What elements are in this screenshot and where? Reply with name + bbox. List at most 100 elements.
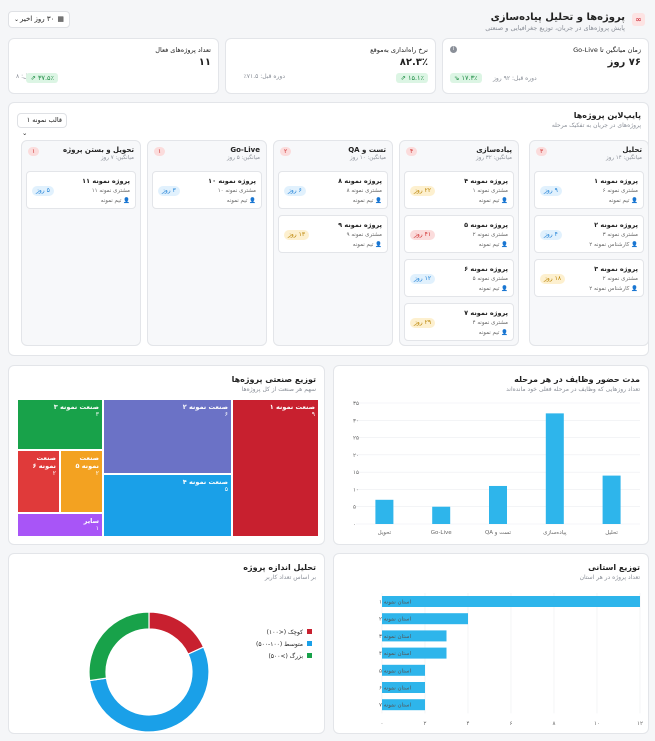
days-badge: ۳ روز [158, 186, 180, 196]
kpi-card-active-projects: تعداد پروژه‌های فعال ۱۱ دوره قبل: ۸ ۳۷.۵… [8, 38, 219, 94]
project-card[interactable]: پروژه نمونه ۶ مشتری نمونه ۵ 👤 تیم نمونه … [404, 259, 514, 297]
y-tick-label: ۱۰ [353, 487, 359, 493]
y-tick-label: ۱۵ [353, 470, 359, 476]
kpi-card-golive-time: i زمان میانگین تا Go-Live ۷۶ روز دوره قب… [442, 38, 649, 94]
legend-swatch [307, 629, 312, 634]
tile-name: صنعت نمونه ۳ [53, 403, 99, 411]
info-icon: i [450, 46, 457, 53]
project-team: 👤 تیم نمونه [478, 330, 508, 336]
x-tick-label: Go-Live [431, 530, 453, 536]
pipeline-column: تست و QA میانگین: ۱۰ روز ۲ پروژه نمونه ۸ … [273, 140, 393, 346]
y-tick-label: استان نمونه ۷ [379, 703, 411, 709]
legend-item: کوچک (<۱۰۰) [256, 629, 312, 636]
project-team: 👤 تیم نمونه [478, 242, 508, 248]
y-tick-label: ۳۰ [353, 418, 359, 424]
project-card[interactable]: پروژه نمونه ۱۱ مشتری نمونه ۱۱ 👤 تیم نمون… [26, 171, 136, 209]
project-client: مشتری نمونه ۹ [346, 232, 382, 238]
pipeline-subtitle: پروژه‌های در جریان به تفکیک مرحله [551, 122, 641, 129]
project-client: مشتری نمونه ۱۱ [91, 188, 130, 194]
kpi-title: زمان میانگین تا Go-Live [573, 46, 641, 54]
project-team: 👤 تیم نمونه [100, 198, 130, 204]
donut-legend: کوچک (<۱۰۰) متوسط (۱۰۰-۵۰۰) بزرگ (>۵۰۰) [256, 629, 312, 665]
project-client: مشتری نمونه ۸ [346, 188, 382, 194]
tile-name: صنعت نمونه ۶ [32, 454, 57, 470]
column-avg: میانگین: ۷ روز [101, 155, 134, 161]
project-card[interactable]: پروژه نمونه ۵ مشتری نمونه ۲ 👤 تیم نمونه … [404, 215, 514, 253]
kpi-change-badge: ۱۷.۳٪ ⇘ [450, 73, 482, 83]
project-team: 👤 کارشناس نمونه ۲ [589, 242, 638, 248]
tile-value: ۲ [95, 470, 99, 477]
kpi-card-ontime-rate: نرخ راه‌اندازی به‌موقع ۸۲.۳٪ دوره قبل: ۷… [225, 38, 436, 94]
tile-value: ۵ [224, 486, 228, 493]
project-card[interactable]: پروژه نمونه ۱۰ مشتری نمونه ۱۰ 👤 تیم نمون… [152, 171, 262, 209]
days-badge: ۱۳ روز [284, 230, 310, 240]
days-badge: ۹ روز [540, 186, 562, 196]
chart-title: مدت حضور وظایف در هر مرحله [514, 375, 640, 384]
column-count-badge: ۱ [154, 147, 166, 156]
bar [602, 475, 621, 524]
column-count-badge: ۴ [406, 147, 418, 156]
tile-name: صنعت نمونه ۲ [182, 403, 228, 411]
project-card[interactable]: پروژه نمونه ۹ مشتری نمونه ۹ 👤 تیم نمونه … [278, 215, 388, 253]
bar [489, 485, 507, 524]
project-card[interactable]: پروژه نمونه ۱ مشتری نمونه ۶ 👤 تیم نمونه … [534, 171, 644, 209]
tile-value: ۱ [95, 525, 99, 532]
column-avg: میانگین: ۱۴ روز [606, 155, 642, 161]
y-tick-label: استان نمونه ۱ [379, 600, 411, 606]
chart-title: تحلیل اندازه پروژه [243, 563, 316, 572]
project-client: مشتری نمونه ۳ [602, 232, 638, 238]
column-title: تست و QA [348, 146, 386, 154]
project-name: پروژه نمونه ۷ [464, 309, 508, 317]
column-title: تحلیل [622, 146, 642, 154]
y-tick-label: ۲۵ [353, 436, 359, 442]
project-card[interactable]: پروژه نمونه ۸ مشتری نمونه ۸ 👤 تیم نمونه … [278, 171, 388, 209]
column-avg: میانگین: ۵ روز [227, 155, 260, 161]
bar [382, 596, 640, 607]
template-select[interactable]: قالب نمونه ۱ ⌄ [17, 113, 67, 137]
y-tick-label: ۵ [353, 505, 356, 511]
chevron-down-icon: ⌄ [22, 129, 28, 137]
project-card[interactable]: پروژه نمونه ۳ مشتری نمونه ۲ 👤 کارشناس نم… [534, 259, 644, 297]
chart-subtitle: تعداد روزهایی که وظایف در مرحله فعلی خود… [506, 386, 640, 393]
project-client: مشتری نمونه ۴ [472, 320, 508, 326]
date-filter-dropdown[interactable]: ▦ ۳۰ روز اخیر ⌄ [8, 11, 70, 28]
project-team: 👤 تیم نمونه [478, 198, 508, 204]
project-size-chart: تحلیل اندازه پروژه بر اساس تعداد کاربر ک… [8, 553, 325, 734]
bar [545, 413, 564, 524]
x-tick-label: ۱۲ [637, 721, 643, 727]
column-count-badge: ۲ [280, 147, 292, 156]
project-name: پروژه نمونه ۱۱ [82, 177, 130, 185]
x-tick-label: ۶ [510, 721, 513, 727]
y-tick-label: استان نمونه ۴ [379, 651, 411, 657]
bar [382, 682, 425, 693]
project-card[interactable]: پروژه نمونه ۷ مشتری نمونه ۴ 👤 تیم نمونه … [404, 303, 514, 341]
tile-name: صنعت نمونه ۱ [269, 403, 315, 411]
project-client: مشتری نمونه ۱ [472, 188, 508, 194]
kpi-value: ۱۱ [198, 57, 211, 68]
project-team: 👤 تیم نمونه [352, 198, 382, 204]
y-tick-label: ۲۰ [353, 453, 359, 459]
column-count-badge: ۱ [28, 147, 40, 156]
pipeline-title: پایپ‌لاین پروژه‌ها [573, 111, 641, 120]
x-tick-label: پیاده‌سازی [543, 530, 567, 536]
bar [382, 699, 425, 711]
tile-value: ۳ [95, 411, 99, 418]
days-badge: ۴۱ روز [410, 230, 436, 240]
project-card[interactable]: پروژه نمونه ۲ مشتری نمونه ۳ 👤 کارشناس نم… [534, 215, 644, 253]
bar [382, 613, 468, 625]
days-badge: ۶ روز [284, 186, 306, 196]
bar [375, 499, 394, 524]
days-badge: ۱۸ روز [540, 274, 566, 284]
kpi-change-badge: ۱۵.۱٪ ⇗ [396, 73, 428, 83]
chart-subtitle: بر اساس تعداد کاربر [264, 574, 316, 581]
page-title: پروژه‌ها و تحلیل پیاده‌سازی [490, 12, 625, 23]
donut-slice [148, 611, 205, 655]
y-tick-label: استان نمونه ۵ [379, 668, 411, 674]
x-tick-label: ۱۰ [594, 721, 600, 727]
project-name: پروژه نمونه ۹ [338, 221, 382, 229]
days-badge: ۲۲ روز [410, 186, 436, 196]
project-card[interactable]: پروژه نمونه ۴ مشتری نمونه ۱ 👤 تیم نمونه … [404, 171, 514, 209]
